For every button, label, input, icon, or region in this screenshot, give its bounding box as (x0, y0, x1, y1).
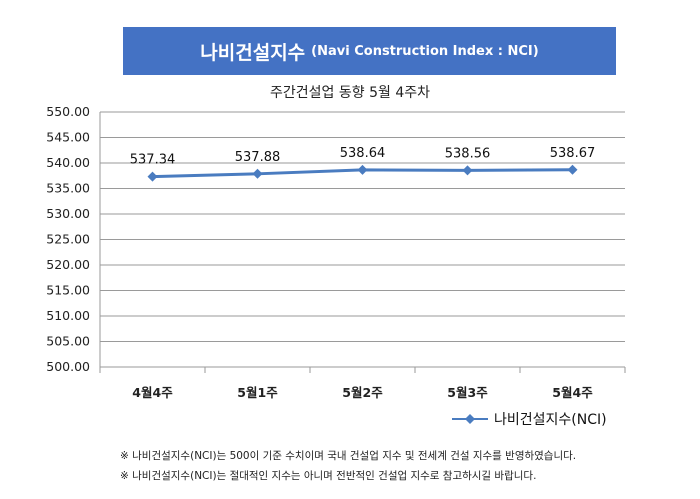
y-tick-label-2: 510.00 (46, 308, 90, 323)
y-tick-label-8: 540.00 (46, 155, 90, 170)
x-tick-label-0: 4월4주 (132, 385, 173, 400)
data-label-1: 537.88 (235, 150, 281, 165)
y-tick-label-9: 545.00 (46, 130, 90, 145)
title-banner: 나비건설지수 (Navi Construction Index : NCI) (123, 27, 616, 75)
data-label-3: 538.56 (445, 146, 491, 161)
x-tick-label-2: 5월2주 (342, 385, 383, 400)
y-tick-label-0: 500.00 (46, 359, 90, 374)
y-tick-label-4: 520.00 (46, 257, 90, 272)
footnote-1: ※ 나비건설지수(NCI)는 500이 기준 수치이며 국내 건설업 지수 및 … (120, 450, 577, 462)
data-point-4 (567, 164, 578, 175)
y-tick-label-5: 525.00 (46, 232, 90, 247)
data-point-2 (357, 164, 368, 175)
chart-legend: 나비건설지수(NCI) (450, 408, 607, 430)
y-tick-label-6: 530.00 (46, 206, 90, 221)
y-tick-label-10: 550.00 (46, 104, 90, 119)
chart-subtitle: 주간건설업 동향 5월 4주차 (270, 85, 430, 101)
data-label-0: 537.34 (130, 153, 176, 168)
footnote-2: ※ 나비건설지수(NCI)는 절대적인 지수는 아니며 전반적인 건설업 지수로… (120, 470, 537, 482)
data-label-4: 538.67 (550, 146, 596, 161)
x-tick-label-1: 5월1주 (237, 385, 278, 400)
x-tick-label-3: 5월3주 (447, 385, 488, 400)
banner-title-korean: 나비건설지수 (200, 41, 306, 64)
y-tick-label-3: 515.00 (46, 283, 90, 298)
data-label-2: 538.64 (340, 146, 386, 161)
data-point-1 (252, 168, 263, 179)
banner-title-english: (Navi Construction Index : NCI) (311, 43, 539, 59)
legend-series-label: 나비건설지수(NCI) (494, 412, 607, 428)
y-tick-label-1: 505.00 (46, 334, 90, 349)
x-tick-label-4: 5월4주 (552, 385, 593, 400)
footnotes: ※ 나비건설지수(NCI)는 500이 기준 수치이며 국내 건설업 지수 및 … (120, 446, 576, 486)
legend-series-marker-icon (452, 414, 488, 424)
y-tick-label-7: 535.00 (46, 181, 90, 196)
data-point-0 (147, 171, 158, 182)
data-point-3 (462, 165, 473, 176)
